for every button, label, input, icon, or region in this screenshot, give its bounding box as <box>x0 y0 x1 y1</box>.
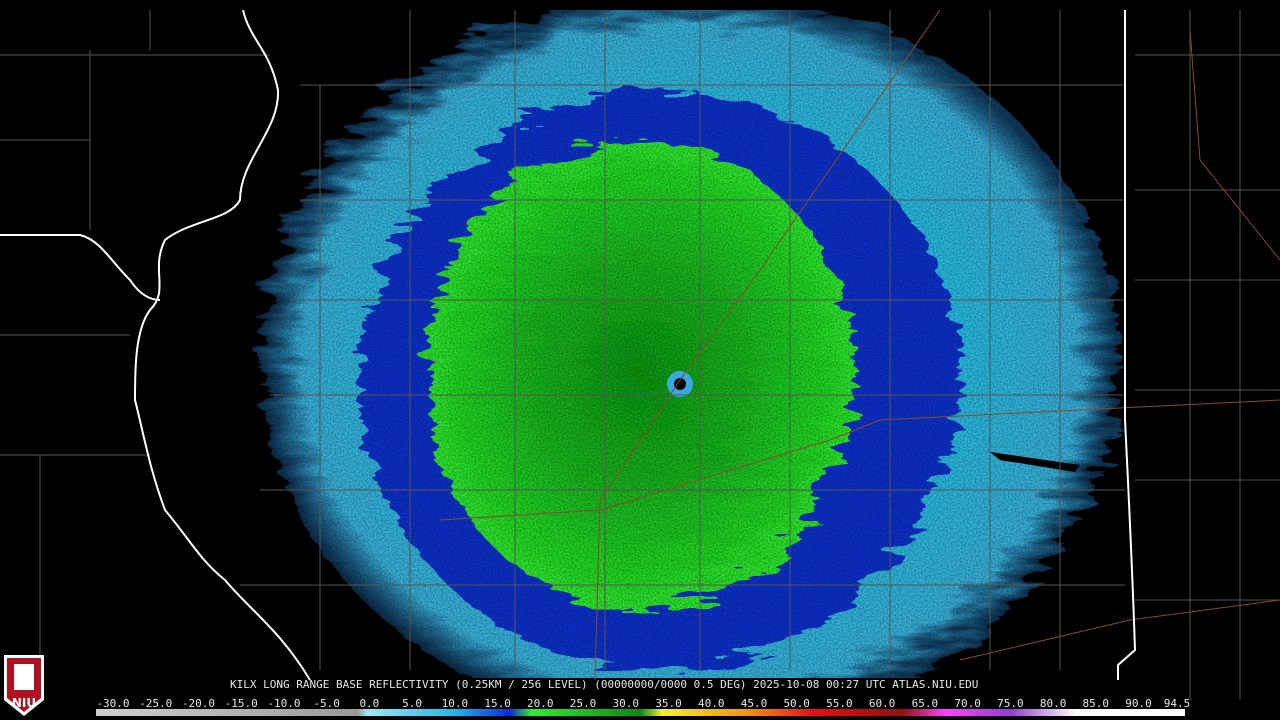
colorbar-label: 40.0 <box>698 697 725 710</box>
colorbar-label: 75.0 <box>997 697 1024 710</box>
colorbar-label: -5.0 <box>313 697 340 710</box>
colorbar-label: -30.0 <box>96 697 129 710</box>
colorbar-label: 30.0 <box>613 697 640 710</box>
colorbar-labels: -30.0 -25.0 -20.0 -15.0 -10.0 -5.0 0.0 5.0 10.0 1… <box>96 697 1190 710</box>
colorbar-label: 25.0 <box>570 697 597 710</box>
colorbar-label: 80.0 <box>1040 697 1067 710</box>
colorbar-label: 85.0 <box>1083 697 1110 710</box>
colorbar-label: 70.0 <box>954 697 981 710</box>
colorbar-label: -25.0 <box>139 697 172 710</box>
colorbar-label: -10.0 <box>267 697 300 710</box>
colorbar-label: 65.0 <box>912 697 939 710</box>
colorbar-label: 45.0 <box>741 697 768 710</box>
colorbar-label: 94.5 <box>1164 697 1191 710</box>
logo-text: NIU <box>12 696 36 710</box>
colorbar-label: 55.0 <box>826 697 853 710</box>
colorbar-label: 50.0 <box>783 697 810 710</box>
colorbar-label: 20.0 <box>527 697 554 710</box>
caption: KILX LONG RANGE BASE REFLECTIVITY (0.25K… <box>230 678 978 691</box>
highways <box>439 9 1280 681</box>
state-borders <box>0 9 1137 681</box>
colorbar-label: 90.0 <box>1125 697 1152 710</box>
colorbar-label: 15.0 <box>484 697 511 710</box>
county-lines <box>0 10 1280 700</box>
logo: NIU <box>4 655 44 716</box>
radar-echo <box>240 10 1120 678</box>
colorbar-label: -20.0 <box>182 697 215 710</box>
colorbar-label: 35.0 <box>655 697 682 710</box>
colorbar-label: 5.0 <box>402 697 422 710</box>
colorbar-label: 0.0 <box>359 697 379 710</box>
colorbar-label: -15.0 <box>225 697 258 710</box>
colorbar <box>96 709 1185 716</box>
colorbar-label: 10.0 <box>442 697 469 710</box>
colorbar-label: 60.0 <box>869 697 896 710</box>
